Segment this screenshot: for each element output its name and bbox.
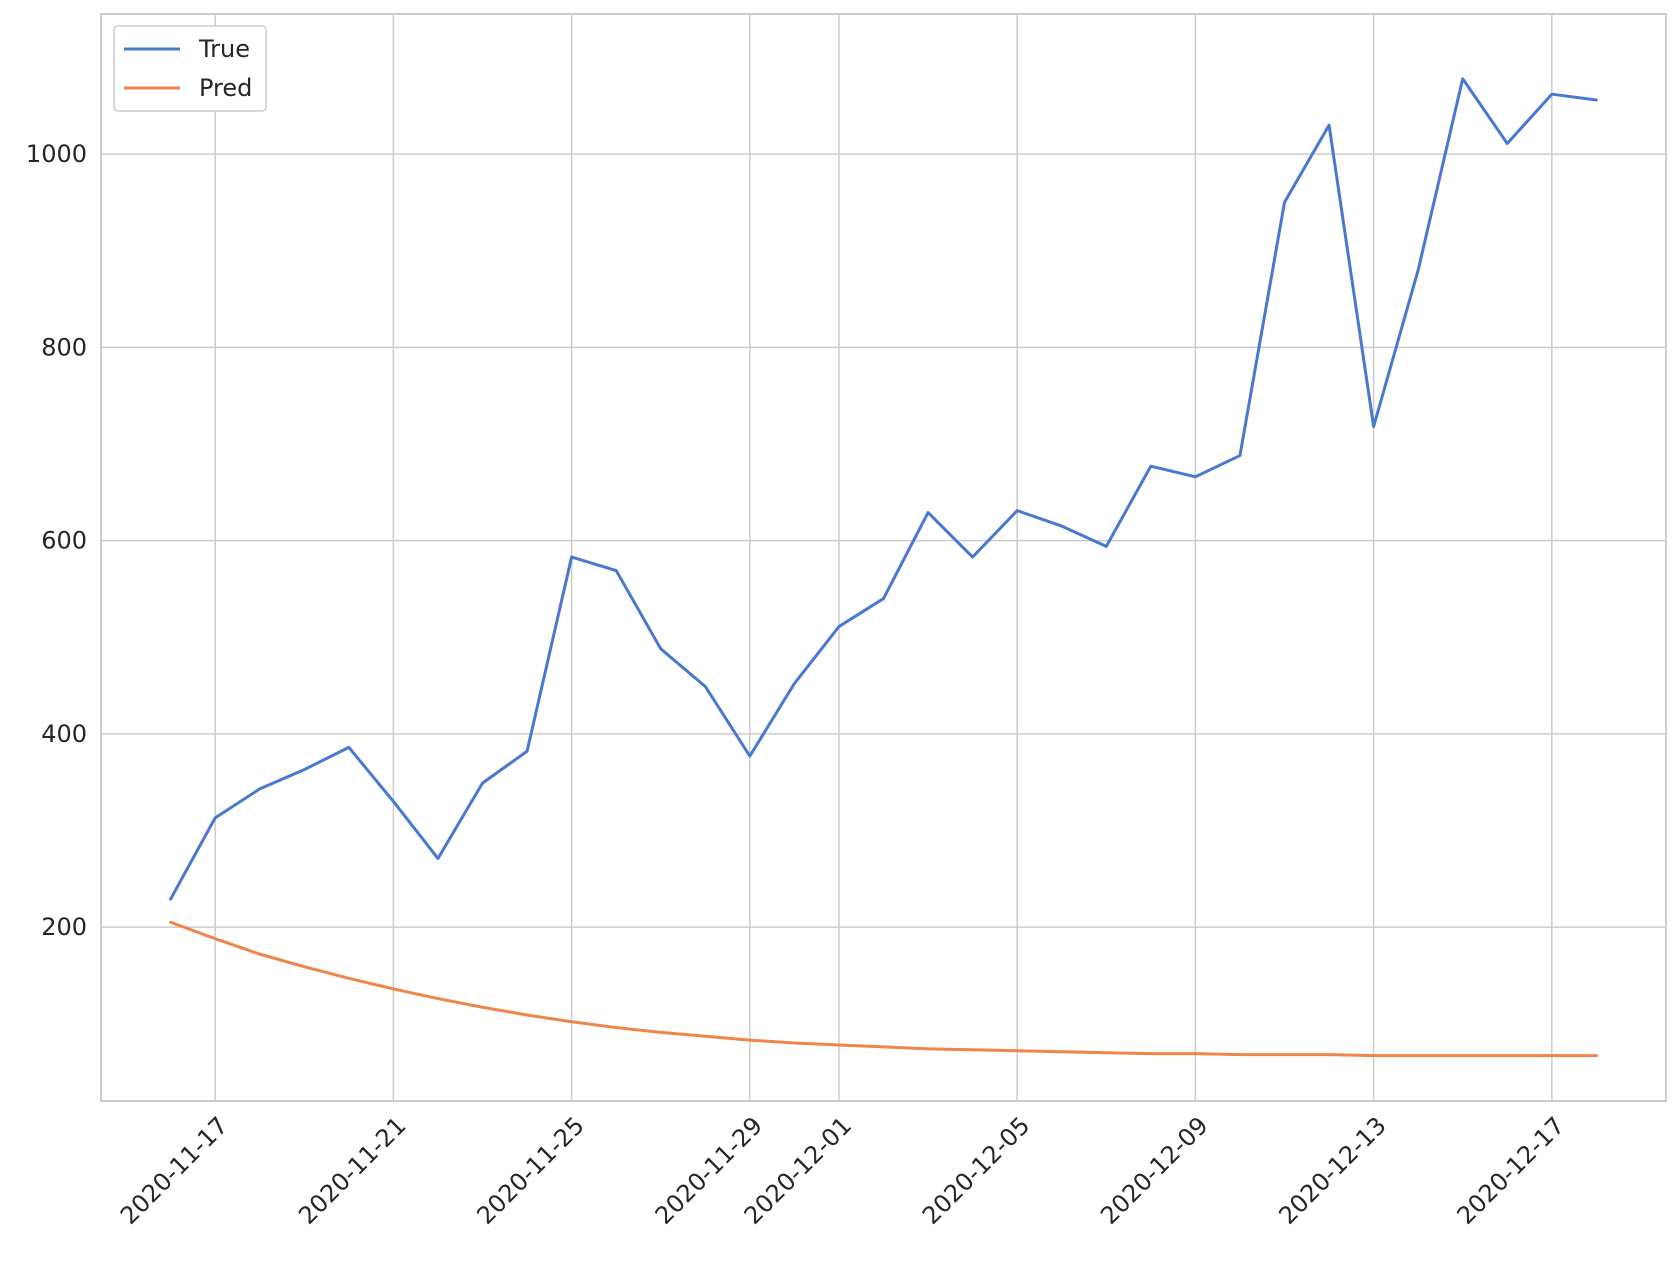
legend-label-pred: Pred [199,74,252,102]
legend-box [113,25,267,112]
y-tick-label: 1000 [26,140,87,168]
legend: True Pred [113,25,267,112]
plot-background [101,14,1666,1101]
series-line-pred [169,920,1598,1058]
y-tick-label: 400 [41,720,87,748]
grid [101,14,1666,1101]
y-tick-label: 800 [41,333,87,361]
plot-frame [100,13,1667,1102]
x-tick-label: 2020-11-25 [471,1111,589,1229]
x-tick-label: 2020-12-05 [917,1111,1035,1229]
series-line-true [169,77,1598,901]
x-tick-label: 2020-12-17 [1452,1111,1570,1229]
series-layer [169,77,1598,1058]
x-axis-ticks: 2020-11-17 2020-11-21 2020-11-25 2020-11-29… [115,1111,1570,1229]
x-tick-label: 2020-11-17 [115,1111,233,1229]
x-tick-label: 2020-11-21 [293,1111,411,1229]
y-tick-label: 600 [41,527,87,555]
legend-label-true: True [198,35,250,63]
y-axis-ticks: 200 400 600 800 1000 [26,140,87,941]
x-tick-label: 2020-12-09 [1095,1111,1213,1229]
y-tick-label: 200 [41,913,87,941]
x-tick-label: 2020-12-13 [1273,1111,1391,1229]
